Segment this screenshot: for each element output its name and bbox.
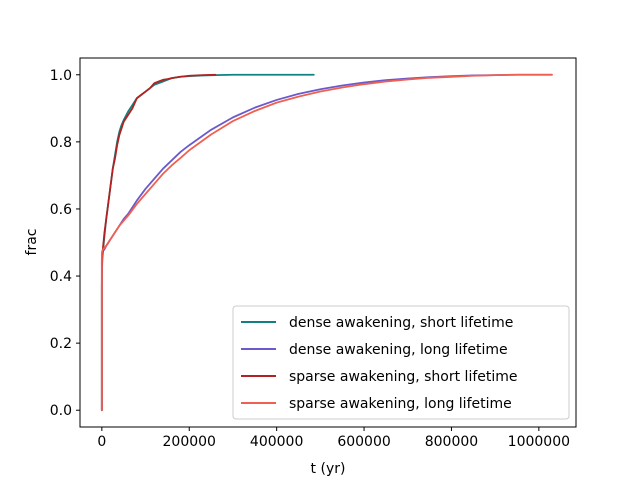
y-tick-label: 1.0 (50, 68, 72, 84)
plot-area (100, 73, 553, 412)
y-axis-label: frac (24, 229, 40, 256)
series-line-4 (100, 73, 553, 412)
x-tick-label: 0 (97, 434, 106, 450)
y-tick-label: 0.0 (50, 403, 72, 419)
y-tick-label: 0.8 (50, 135, 72, 151)
x-axis-label: t (yr) (311, 461, 346, 477)
legend-label-4: sparse awakening, long lifetime (289, 396, 512, 412)
legend-label-1: dense awakening, short lifetime (289, 315, 513, 331)
x-tick-label: 200000 (163, 434, 216, 450)
x-tick-label: 600000 (337, 434, 390, 450)
x-axis: 0 200000 400000 600000 800000 1000000 (97, 427, 570, 450)
y-tick-label: 0.6 (50, 202, 72, 218)
y-tick-label: 0.4 (50, 269, 72, 285)
legend-entries: dense awakening, short lifetime dense awa… (241, 315, 518, 412)
legend-label-2: dense awakening, long lifetime (289, 342, 508, 358)
legend: dense awakening, short lifetime dense awa… (232, 305, 570, 420)
x-tick-label: 800000 (425, 434, 478, 450)
y-axis: 0.0 0.2 0.4 0.6 0.8 1.0 (50, 68, 80, 419)
axes-frame (79, 57, 577, 428)
legend-frame (232, 305, 570, 420)
x-tick-label: 400000 (250, 434, 303, 450)
series-line-3 (100, 73, 217, 412)
legend-label-3: sparse awakening, short lifetime (289, 369, 518, 385)
y-tick-label: 0.2 (50, 336, 72, 352)
x-tick-label: 1000000 (508, 434, 570, 450)
